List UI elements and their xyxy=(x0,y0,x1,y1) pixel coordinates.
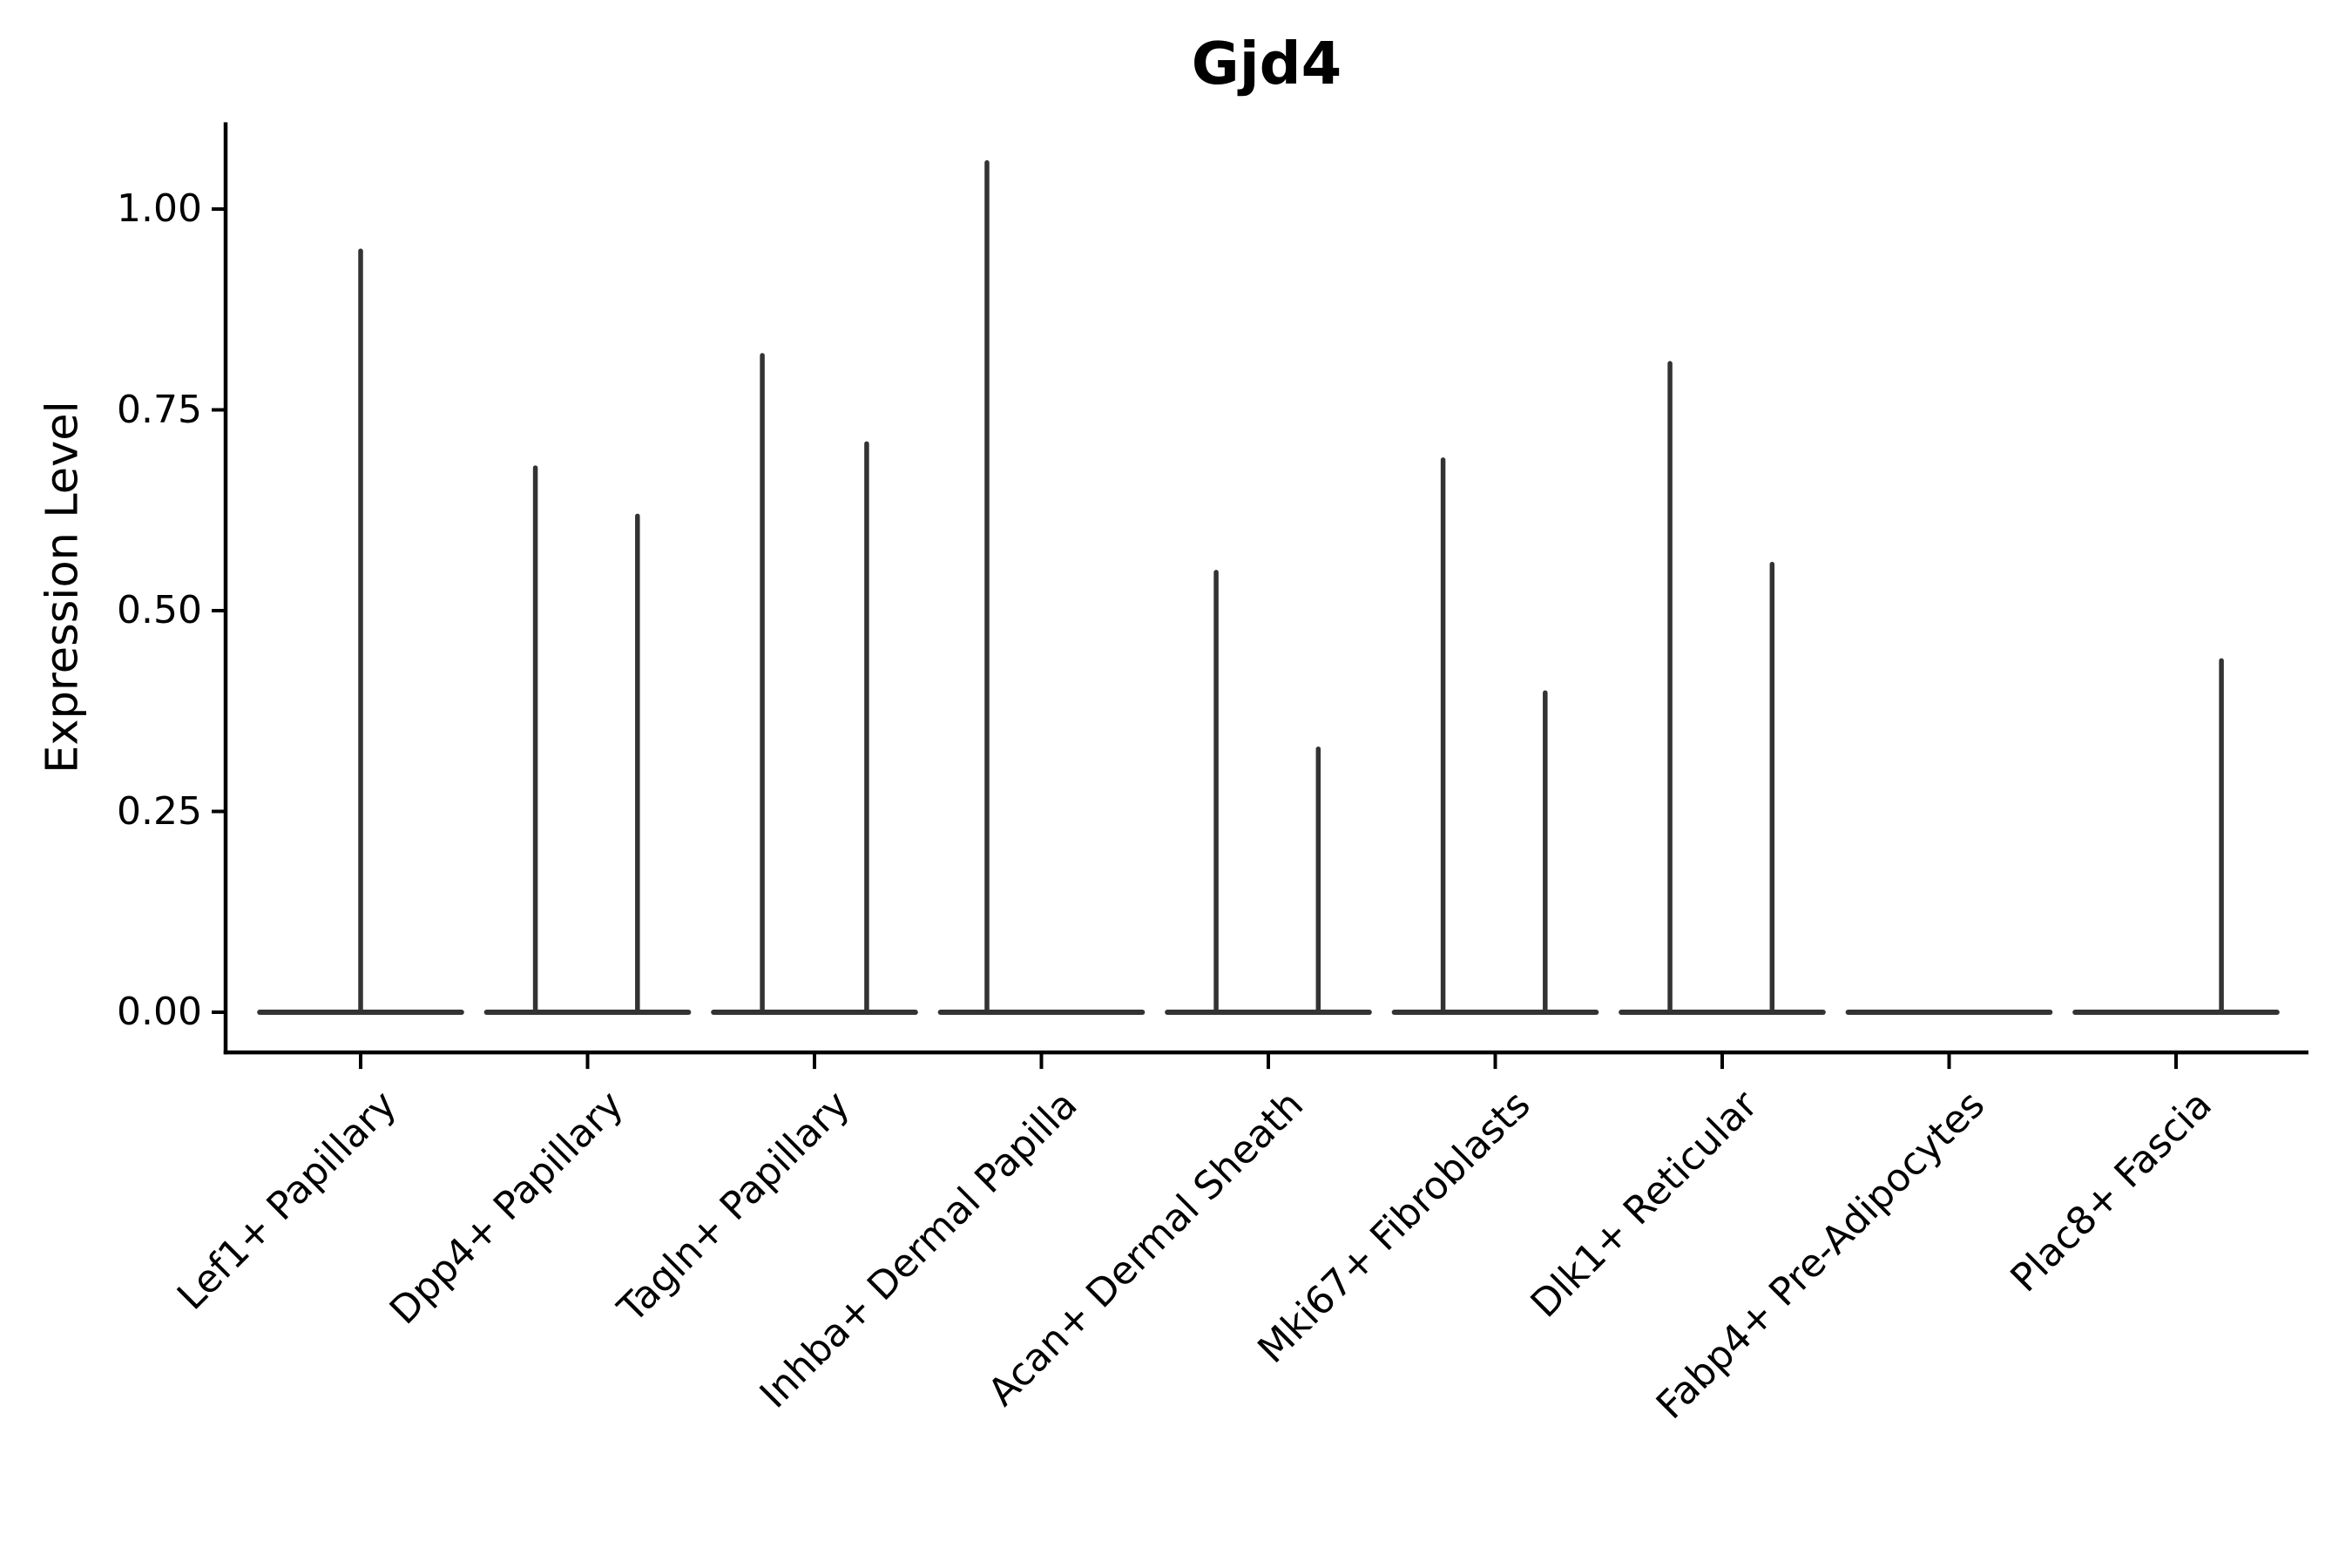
y-axis-label: Expression Level xyxy=(37,401,89,774)
y-tick-label: 0.25 xyxy=(117,788,202,834)
y-tick-label: 0.75 xyxy=(117,387,202,432)
y-tick-label: 0.50 xyxy=(117,588,202,632)
y-tick-label: 0.00 xyxy=(117,990,202,1034)
chart-title: Gjd4 xyxy=(1191,30,1342,98)
y-tick-label: 1.00 xyxy=(117,186,202,231)
